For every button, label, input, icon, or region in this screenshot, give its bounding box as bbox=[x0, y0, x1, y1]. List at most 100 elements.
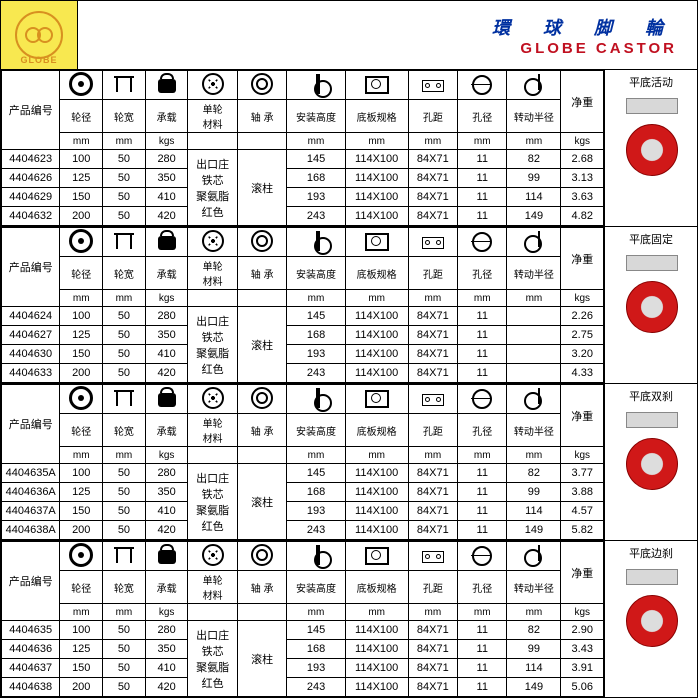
cell: 50 bbox=[103, 364, 146, 383]
col-label: 底板规格 bbox=[345, 100, 408, 133]
col-code: 产品编号 bbox=[2, 385, 60, 464]
cell: 84X71 bbox=[408, 364, 457, 383]
col-icon bbox=[458, 71, 507, 100]
col-icon bbox=[287, 385, 345, 414]
table-row: 440462712550350168114X10084X71112.75 bbox=[2, 326, 604, 345]
cell: 5.82 bbox=[561, 521, 604, 540]
col-label: 单轮材料 bbox=[188, 414, 237, 447]
cell: 2.26 bbox=[561, 307, 604, 326]
col-unit: mm bbox=[507, 604, 561, 621]
cell: 350 bbox=[145, 640, 188, 659]
col-icon bbox=[145, 71, 188, 100]
cell: 11 bbox=[458, 307, 507, 326]
col-label: 转动半径 bbox=[507, 414, 561, 447]
cell: 350 bbox=[145, 483, 188, 502]
cell: 280 bbox=[145, 464, 188, 483]
cell: 114X100 bbox=[345, 364, 408, 383]
col-unit: mm bbox=[408, 133, 457, 150]
col-icon bbox=[408, 228, 457, 257]
cell: 50 bbox=[103, 621, 146, 640]
col-unit: mm bbox=[103, 447, 146, 464]
cell-bearing: 滚柱 bbox=[237, 150, 286, 226]
col-label: 轮径 bbox=[60, 257, 103, 290]
cell: 50 bbox=[103, 188, 146, 207]
col-icon bbox=[145, 542, 188, 571]
col-icon bbox=[287, 542, 345, 571]
col-weight: 净重 bbox=[561, 71, 604, 133]
table-row: 4404637A15050410193114X10084X71111144.57 bbox=[2, 502, 604, 521]
cell-code: 4404638 bbox=[2, 678, 60, 697]
cell: 50 bbox=[103, 326, 146, 345]
col-icon bbox=[103, 71, 146, 100]
col-icon bbox=[408, 385, 457, 414]
col-unit bbox=[237, 447, 286, 464]
col-label: 轮宽 bbox=[103, 414, 146, 447]
col-icon bbox=[60, 228, 103, 257]
cell: 200 bbox=[60, 207, 103, 226]
cell: 350 bbox=[145, 169, 188, 188]
spec-table: 产品编号净重轮径轮宽承载单轮材料轴 承安装高度底板规格孔距孔径转动半径mmmmk… bbox=[1, 227, 604, 383]
col-unit: mm bbox=[60, 447, 103, 464]
cell: 114 bbox=[507, 659, 561, 678]
caster-icon bbox=[616, 251, 686, 341]
cell: 50 bbox=[103, 483, 146, 502]
col-label: 轴 承 bbox=[237, 571, 286, 604]
cell: 114X100 bbox=[345, 150, 408, 169]
col-icon bbox=[60, 71, 103, 100]
cell: 50 bbox=[103, 502, 146, 521]
cell: 114X100 bbox=[345, 521, 408, 540]
col-icon bbox=[287, 228, 345, 257]
col-label: 孔距 bbox=[408, 571, 457, 604]
cell: 84X71 bbox=[408, 169, 457, 188]
caster-icon bbox=[616, 94, 686, 184]
cell: 350 bbox=[145, 326, 188, 345]
cell bbox=[507, 307, 561, 326]
cell: 84X71 bbox=[408, 659, 457, 678]
col-unit: kgs bbox=[561, 447, 604, 464]
cell-code: 4404638A bbox=[2, 521, 60, 540]
col-label: 轮宽 bbox=[103, 100, 146, 133]
cell: 84X71 bbox=[408, 345, 457, 364]
cell-code: 4404633 bbox=[2, 364, 60, 383]
cell: 149 bbox=[507, 521, 561, 540]
table-row: 440463015050410193114X10084X71113.20 bbox=[2, 345, 604, 364]
col-unit: mm bbox=[345, 133, 408, 150]
cell: 3.13 bbox=[561, 169, 604, 188]
image-caption: 平底活动 bbox=[629, 74, 673, 90]
cell: 114X100 bbox=[345, 345, 408, 364]
cell: 11 bbox=[458, 521, 507, 540]
cell: 114X100 bbox=[345, 169, 408, 188]
cell: 125 bbox=[60, 326, 103, 345]
cell: 50 bbox=[103, 307, 146, 326]
cell: 243 bbox=[287, 521, 345, 540]
col-label: 安装高度 bbox=[287, 571, 345, 604]
col-label: 承载 bbox=[145, 257, 188, 290]
cell: 84X71 bbox=[408, 621, 457, 640]
cell: 125 bbox=[60, 169, 103, 188]
cell: 243 bbox=[287, 364, 345, 383]
cell: 11 bbox=[458, 326, 507, 345]
col-icon bbox=[237, 385, 286, 414]
col-unit: mm bbox=[408, 447, 457, 464]
table-row: 4404636A12550350168114X10084X7111993.88 bbox=[2, 483, 604, 502]
cell: 3.63 bbox=[561, 188, 604, 207]
col-icon bbox=[60, 542, 103, 571]
cell-code: 4404635 bbox=[2, 621, 60, 640]
table-row: 440463820050420243114X10084X71111495.06 bbox=[2, 678, 604, 697]
cell: 84X71 bbox=[408, 483, 457, 502]
cell: 193 bbox=[287, 188, 345, 207]
col-label: 承载 bbox=[145, 100, 188, 133]
col-label: 轮径 bbox=[60, 100, 103, 133]
cell: 420 bbox=[145, 678, 188, 697]
cell: 420 bbox=[145, 364, 188, 383]
cell: 149 bbox=[507, 678, 561, 697]
col-label: 转动半径 bbox=[507, 100, 561, 133]
col-label: 轮宽 bbox=[103, 257, 146, 290]
col-label: 轴 承 bbox=[237, 100, 286, 133]
col-icon bbox=[145, 385, 188, 414]
col-icon bbox=[237, 71, 286, 100]
table-row: 440463220050420243114X10084X71111494.82 bbox=[2, 207, 604, 226]
col-weight: 净重 bbox=[561, 542, 604, 604]
cell: 145 bbox=[287, 464, 345, 483]
cell-code: 4404637A bbox=[2, 502, 60, 521]
